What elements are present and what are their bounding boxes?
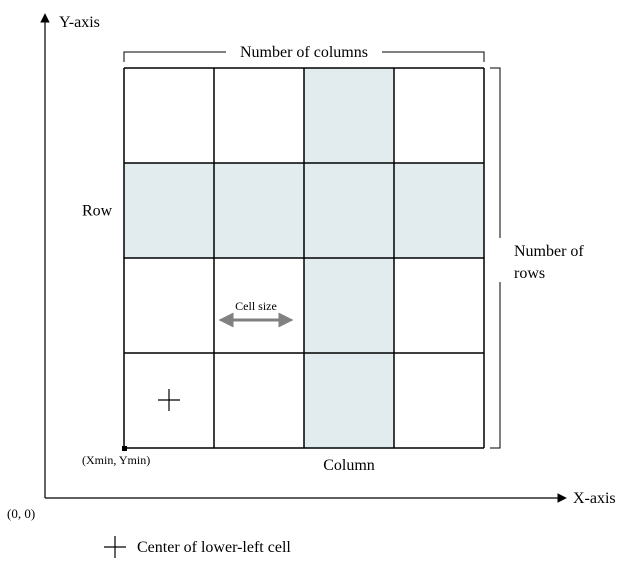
grid-cell	[394, 258, 484, 353]
grid-cell	[394, 68, 484, 163]
column-label: Column	[323, 457, 375, 474]
grid-cell	[304, 353, 394, 448]
columns-label: Number of columns	[240, 44, 368, 61]
cell-size-label: Cell size	[235, 299, 277, 313]
grid-cell	[304, 68, 394, 163]
grid-cell	[394, 163, 484, 258]
row-label: Row	[82, 203, 113, 220]
origin-label: (0, 0)	[7, 506, 35, 521]
grid-cell	[124, 68, 214, 163]
grid-cell	[304, 163, 394, 258]
y-axis-label: Y-axis	[59, 14, 100, 31]
grid-cell	[214, 353, 304, 448]
legend-label: Center of lower-left cell	[137, 539, 291, 556]
grid-cell	[214, 163, 304, 258]
rows-label: rows	[514, 265, 545, 282]
grid-cell	[124, 163, 214, 258]
grid-origin-marker	[122, 446, 127, 451]
grid-cell	[304, 258, 394, 353]
rows-label: Number of	[514, 243, 584, 260]
xmin-ymin-label: (Xmin, Ymin)	[82, 453, 150, 467]
grid-cell	[394, 353, 484, 448]
grid-cell	[124, 258, 214, 353]
x-axis-label: X-axis	[573, 490, 616, 507]
grid-cell	[214, 68, 304, 163]
